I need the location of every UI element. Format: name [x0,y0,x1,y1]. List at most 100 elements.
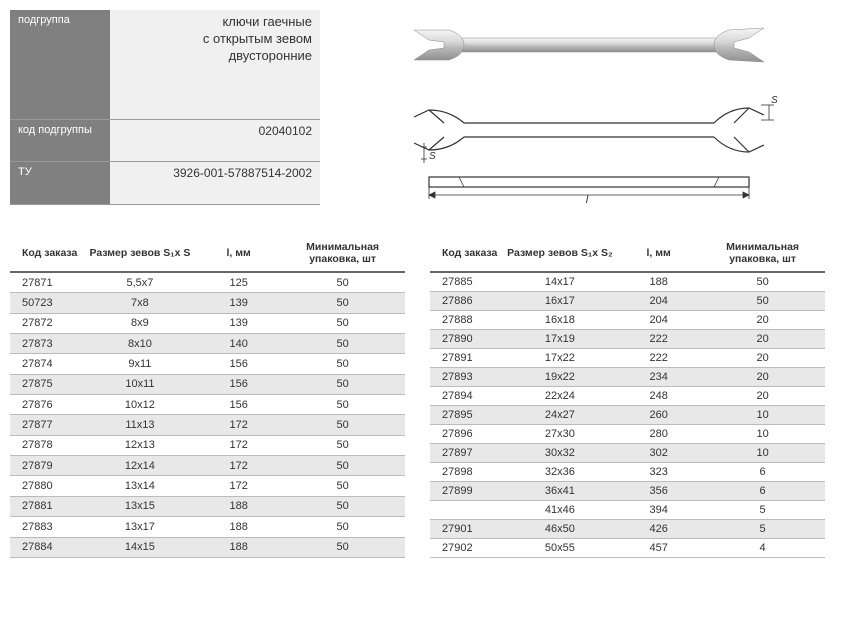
table-cell: 188 [197,517,280,537]
th-code: Код заказа [430,235,503,272]
th-pack: Минимальная упаковка, шт [700,235,825,272]
table-cell: 50 [280,476,405,496]
table-row: 278749x1115650 [10,354,405,374]
table-cell: 50 [280,537,405,558]
table-row: 2790146x504265 [430,520,825,539]
table-cell: 156 [197,395,280,415]
table-cell: 24x27 [503,406,617,425]
table-cell: 13x14 [83,476,197,496]
table-cell: 50 [280,456,405,476]
table-cell: 139 [197,313,280,333]
table-cell: 27894 [430,387,503,406]
table-cell: 10 [700,444,825,463]
data-table-2: Код заказа Размер зевов S₁x S₂ l, мм Мин… [430,235,825,558]
table-row: 2788816x1820420 [430,311,825,330]
svg-text:l: l [586,194,589,205]
table-cell: 5 [700,520,825,539]
table-cell: 8x9 [83,313,197,333]
table-row: 2789319x2223420 [430,368,825,387]
table-cell: 27876 [10,395,83,415]
table-cell: 172 [197,435,280,455]
table-cell: 50 [700,272,825,292]
table-cell: 20 [700,311,825,330]
code-value: 02040102 [110,119,320,162]
th-size: Размер зевов S₁x S [83,235,197,272]
table-cell: 17x19 [503,330,617,349]
th-len: l, мм [617,235,700,272]
table-row: 2788414x1518850 [10,537,405,558]
subgroup-value: ключи гаечные с открытым зевом двусторон… [110,10,320,119]
table-cell: 5,5x7 [83,272,197,293]
table-cell: 27872 [10,313,83,333]
subgroup-label: подгруппа [10,10,110,119]
images-column: S S l [340,10,838,205]
table-cell: 27x30 [503,425,617,444]
table-cell: 172 [197,476,280,496]
table-cell: 12x14 [83,456,197,476]
table-cell: 20 [700,349,825,368]
table-row: 2789936x413566 [430,482,825,501]
svg-text:S: S [771,95,778,106]
table-row: 507237x813950 [10,293,405,313]
table-row: 2789832x363236 [430,463,825,482]
table-header-row: Код заказа Размер зевов S₁x S₂ l, мм Мин… [430,235,825,272]
table-cell: 50 [280,272,405,293]
table-cell: 14x15 [83,537,197,558]
table-cell: 27877 [10,415,83,435]
tu-value: 3926-001-57887514-2002 [110,162,320,205]
table-cell: 50 [280,334,405,354]
table-row: 2789422x2424820 [430,387,825,406]
table-cell: 14x17 [503,272,617,292]
table-cell: 356 [617,482,700,501]
table-row: 278715,5x712550 [10,272,405,293]
table-cell: 17x22 [503,349,617,368]
table-cell [430,501,503,520]
top-section: подгруппа ключи гаечные с открытым зевом… [10,10,838,205]
table-cell: 426 [617,520,700,539]
table-cell: 13x17 [83,517,197,537]
data-table-1: Код заказа Размер зевов S₁x S l, мм Мини… [10,235,405,558]
table-cell: 27888 [430,311,503,330]
table-cell: 7x8 [83,293,197,313]
table-row: 2788616x1720450 [430,292,825,311]
table-cell: 30x32 [503,444,617,463]
table-cell: 10 [700,425,825,444]
table-cell: 32x36 [503,463,617,482]
table-cell: 27885 [430,272,503,292]
table-cell: 10x11 [83,374,197,394]
table-cell: 27898 [430,463,503,482]
table-cell: 50 [280,496,405,516]
table-cell: 27902 [430,539,503,558]
table-cell: 457 [617,539,700,558]
table-row: 2788514x1718850 [430,272,825,292]
table-row: 2789524x2726010 [430,406,825,425]
table-cell: 27897 [430,444,503,463]
table-cell: 50 [700,292,825,311]
table-cell: 46x50 [503,520,617,539]
table-cell: 27901 [430,520,503,539]
table-row: 2787510x1115650 [10,374,405,394]
table-header-row: Код заказа Размер зевов S₁x S l, мм Мини… [10,235,405,272]
info-table: подгруппа ключи гаечные с открытым зевом… [10,10,320,205]
table-row: 2788013x1417250 [10,476,405,496]
table-cell: 234 [617,368,700,387]
th-code: Код заказа [10,235,83,272]
tables-row: Код заказа Размер зевов S₁x S l, мм Мини… [10,235,838,558]
table-cell: 16x18 [503,311,617,330]
table-row: 2790250x554574 [430,539,825,558]
table-cell: 27873 [10,334,83,354]
table-cell: 204 [617,292,700,311]
table-cell: 27883 [10,517,83,537]
table-cell: 20 [700,368,825,387]
table-cell: 260 [617,406,700,425]
table-cell: 222 [617,330,700,349]
table-cell: 13x15 [83,496,197,516]
table-cell: 172 [197,415,280,435]
table-row: 2787912x1417250 [10,456,405,476]
table-cell: 9x11 [83,354,197,374]
table-cell: 20 [700,387,825,406]
table-cell: 6 [700,463,825,482]
table-cell: 156 [197,354,280,374]
table-cell: 4 [700,539,825,558]
table-cell: 27891 [430,349,503,368]
